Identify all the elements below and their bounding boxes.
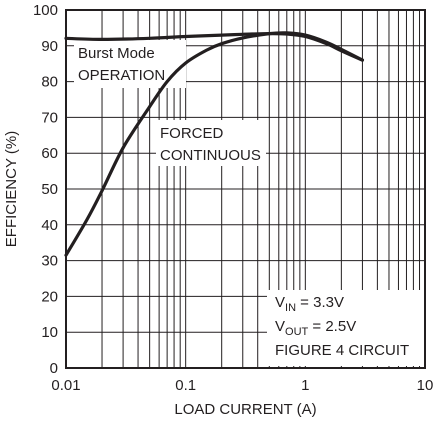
y-tick-labels: 0 10 20 30 40 50 60 70 80 90 100 xyxy=(33,2,58,377)
burst-operation-label: OPERATION xyxy=(78,67,165,84)
vin-subscript: IN xyxy=(285,302,296,314)
x-tick-label: 10 xyxy=(417,377,434,394)
vout-label: VOUT = 2.5V xyxy=(275,318,356,338)
y-tick-label: 90 xyxy=(41,38,58,55)
y-tick-label: 80 xyxy=(41,74,58,91)
forced-label: FORCED xyxy=(160,125,224,142)
x-axis-title: LOAD CURRENT (A) xyxy=(174,401,316,418)
circuit-label: FIGURE 4 CIRCUIT xyxy=(275,342,409,359)
vout-subscript: OUT xyxy=(285,326,309,338)
continuous-label: CONTINUOUS xyxy=(160,147,261,164)
plot-frame xyxy=(65,9,426,369)
y-tick-label: 50 xyxy=(41,181,58,198)
y-tick-label: 10 xyxy=(41,324,58,341)
y-tick-label: 60 xyxy=(41,145,58,162)
burst-mode-label: Burst Mode xyxy=(78,45,155,62)
x-tick-labels: 0.01 0.1 1 10 xyxy=(51,377,433,394)
conditions-label-bg xyxy=(267,290,431,366)
y-tick-label: 30 xyxy=(41,253,58,270)
y-tick-label: 100 xyxy=(33,2,58,19)
vout-symbol: V xyxy=(275,318,285,335)
curves xyxy=(64,31,364,257)
y-tick-label: 0 xyxy=(50,360,58,377)
x-tick-label: 1 xyxy=(301,377,309,394)
x-tick-label: 0.01 xyxy=(51,377,80,394)
y-tick-label: 70 xyxy=(41,109,58,126)
vin-label: VIN = 3.3V xyxy=(275,294,344,314)
vin-value: = 3.3V xyxy=(296,294,344,311)
y-tick-label: 20 xyxy=(41,288,58,305)
x-tick-label: 0.1 xyxy=(175,377,196,394)
y-axis-title: EFFICIENCY (%) xyxy=(3,131,20,247)
y-tick-label: 40 xyxy=(41,217,58,234)
vin-symbol: V xyxy=(275,294,285,311)
forced-label-bg xyxy=(156,120,266,166)
vout-value: = 2.5V xyxy=(308,318,356,335)
forced-continuous-curve xyxy=(64,31,364,257)
